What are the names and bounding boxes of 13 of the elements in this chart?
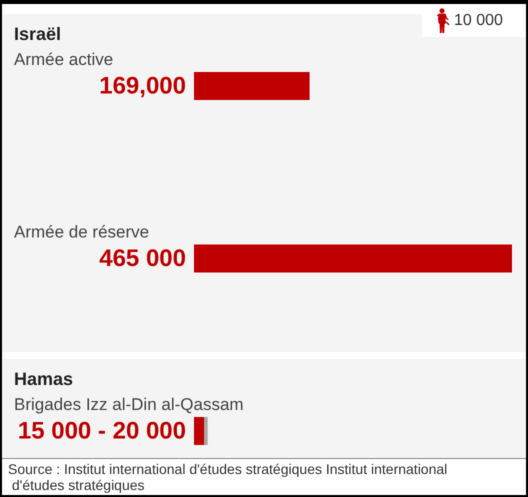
data-label: 169,000 bbox=[99, 72, 186, 100]
annotation: Source : Institut international d'études stratégiques Institut international d'études stratégiques bbox=[8, 461, 448, 493]
bar bbox=[194, 244, 512, 272]
text: Hamas bbox=[14, 369, 74, 389]
data-label: 15 000 - 20 000 bbox=[18, 418, 186, 444]
y-tick-label: Brigades Izz al-Din al-Qassam bbox=[14, 395, 244, 414]
y-tick-label: Armée active bbox=[14, 50, 114, 69]
text: 10 000 bbox=[454, 12, 503, 30]
data-label: 465 000 bbox=[99, 245, 186, 272]
bar bbox=[194, 72, 310, 100]
bar bbox=[194, 417, 204, 445]
text: Israël bbox=[14, 24, 62, 44]
y-tick-label: Armée de réserve bbox=[14, 222, 150, 242]
